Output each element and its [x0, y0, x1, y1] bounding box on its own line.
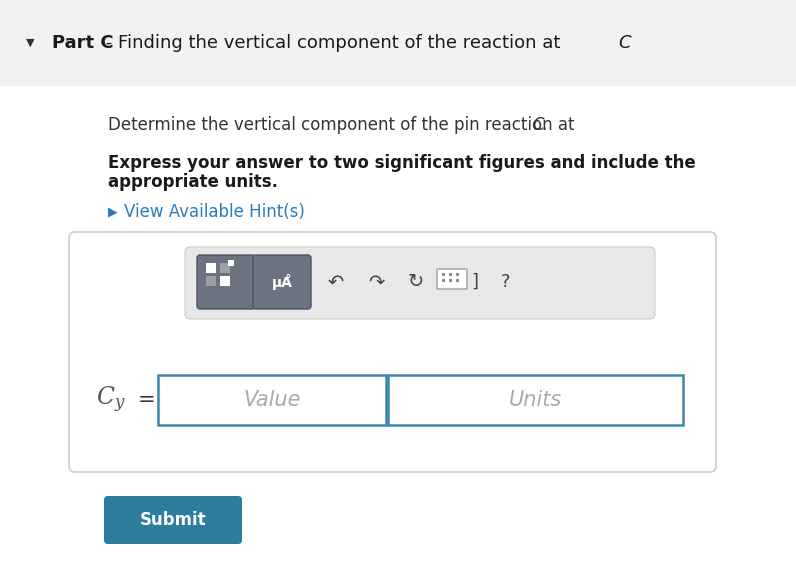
Text: μÅ: μÅ: [271, 274, 292, 290]
Text: ▼: ▼: [25, 38, 34, 48]
FancyBboxPatch shape: [220, 276, 230, 286]
Text: Determine the vertical component of the pin reaction at: Determine the vertical component of the …: [108, 116, 579, 134]
FancyBboxPatch shape: [69, 232, 716, 472]
Text: appropriate units.: appropriate units.: [108, 173, 278, 191]
FancyBboxPatch shape: [228, 260, 234, 266]
Text: View Available Hint(s): View Available Hint(s): [124, 203, 305, 221]
FancyBboxPatch shape: [437, 269, 467, 289]
Text: Units: Units: [509, 390, 562, 410]
Text: C: C: [532, 116, 544, 134]
FancyBboxPatch shape: [197, 255, 255, 309]
FancyBboxPatch shape: [185, 247, 655, 319]
Text: .: .: [541, 116, 546, 134]
FancyBboxPatch shape: [388, 375, 683, 425]
FancyBboxPatch shape: [104, 496, 242, 544]
Text: ↻: ↻: [408, 272, 424, 291]
Text: C: C: [618, 34, 630, 52]
Text: =: =: [138, 390, 156, 410]
Text: ▶: ▶: [108, 205, 118, 218]
Text: $C_y$: $C_y$: [96, 385, 126, 415]
Text: ]: ]: [471, 273, 478, 291]
FancyBboxPatch shape: [158, 375, 386, 425]
Text: Part C: Part C: [52, 34, 114, 52]
Text: Submit: Submit: [139, 511, 206, 529]
FancyBboxPatch shape: [206, 276, 216, 286]
FancyBboxPatch shape: [206, 263, 216, 273]
Text: ↷: ↷: [368, 272, 384, 291]
Text: Express your answer to two significant figures and include the: Express your answer to two significant f…: [108, 154, 696, 172]
FancyBboxPatch shape: [253, 255, 311, 309]
Text: ?: ?: [500, 273, 509, 291]
FancyBboxPatch shape: [0, 0, 796, 86]
Text: ↶: ↶: [328, 272, 344, 291]
Text: - Finding the vertical component of the reaction at: - Finding the vertical component of the …: [100, 34, 566, 52]
FancyBboxPatch shape: [220, 263, 230, 273]
Text: Value: Value: [244, 390, 301, 410]
